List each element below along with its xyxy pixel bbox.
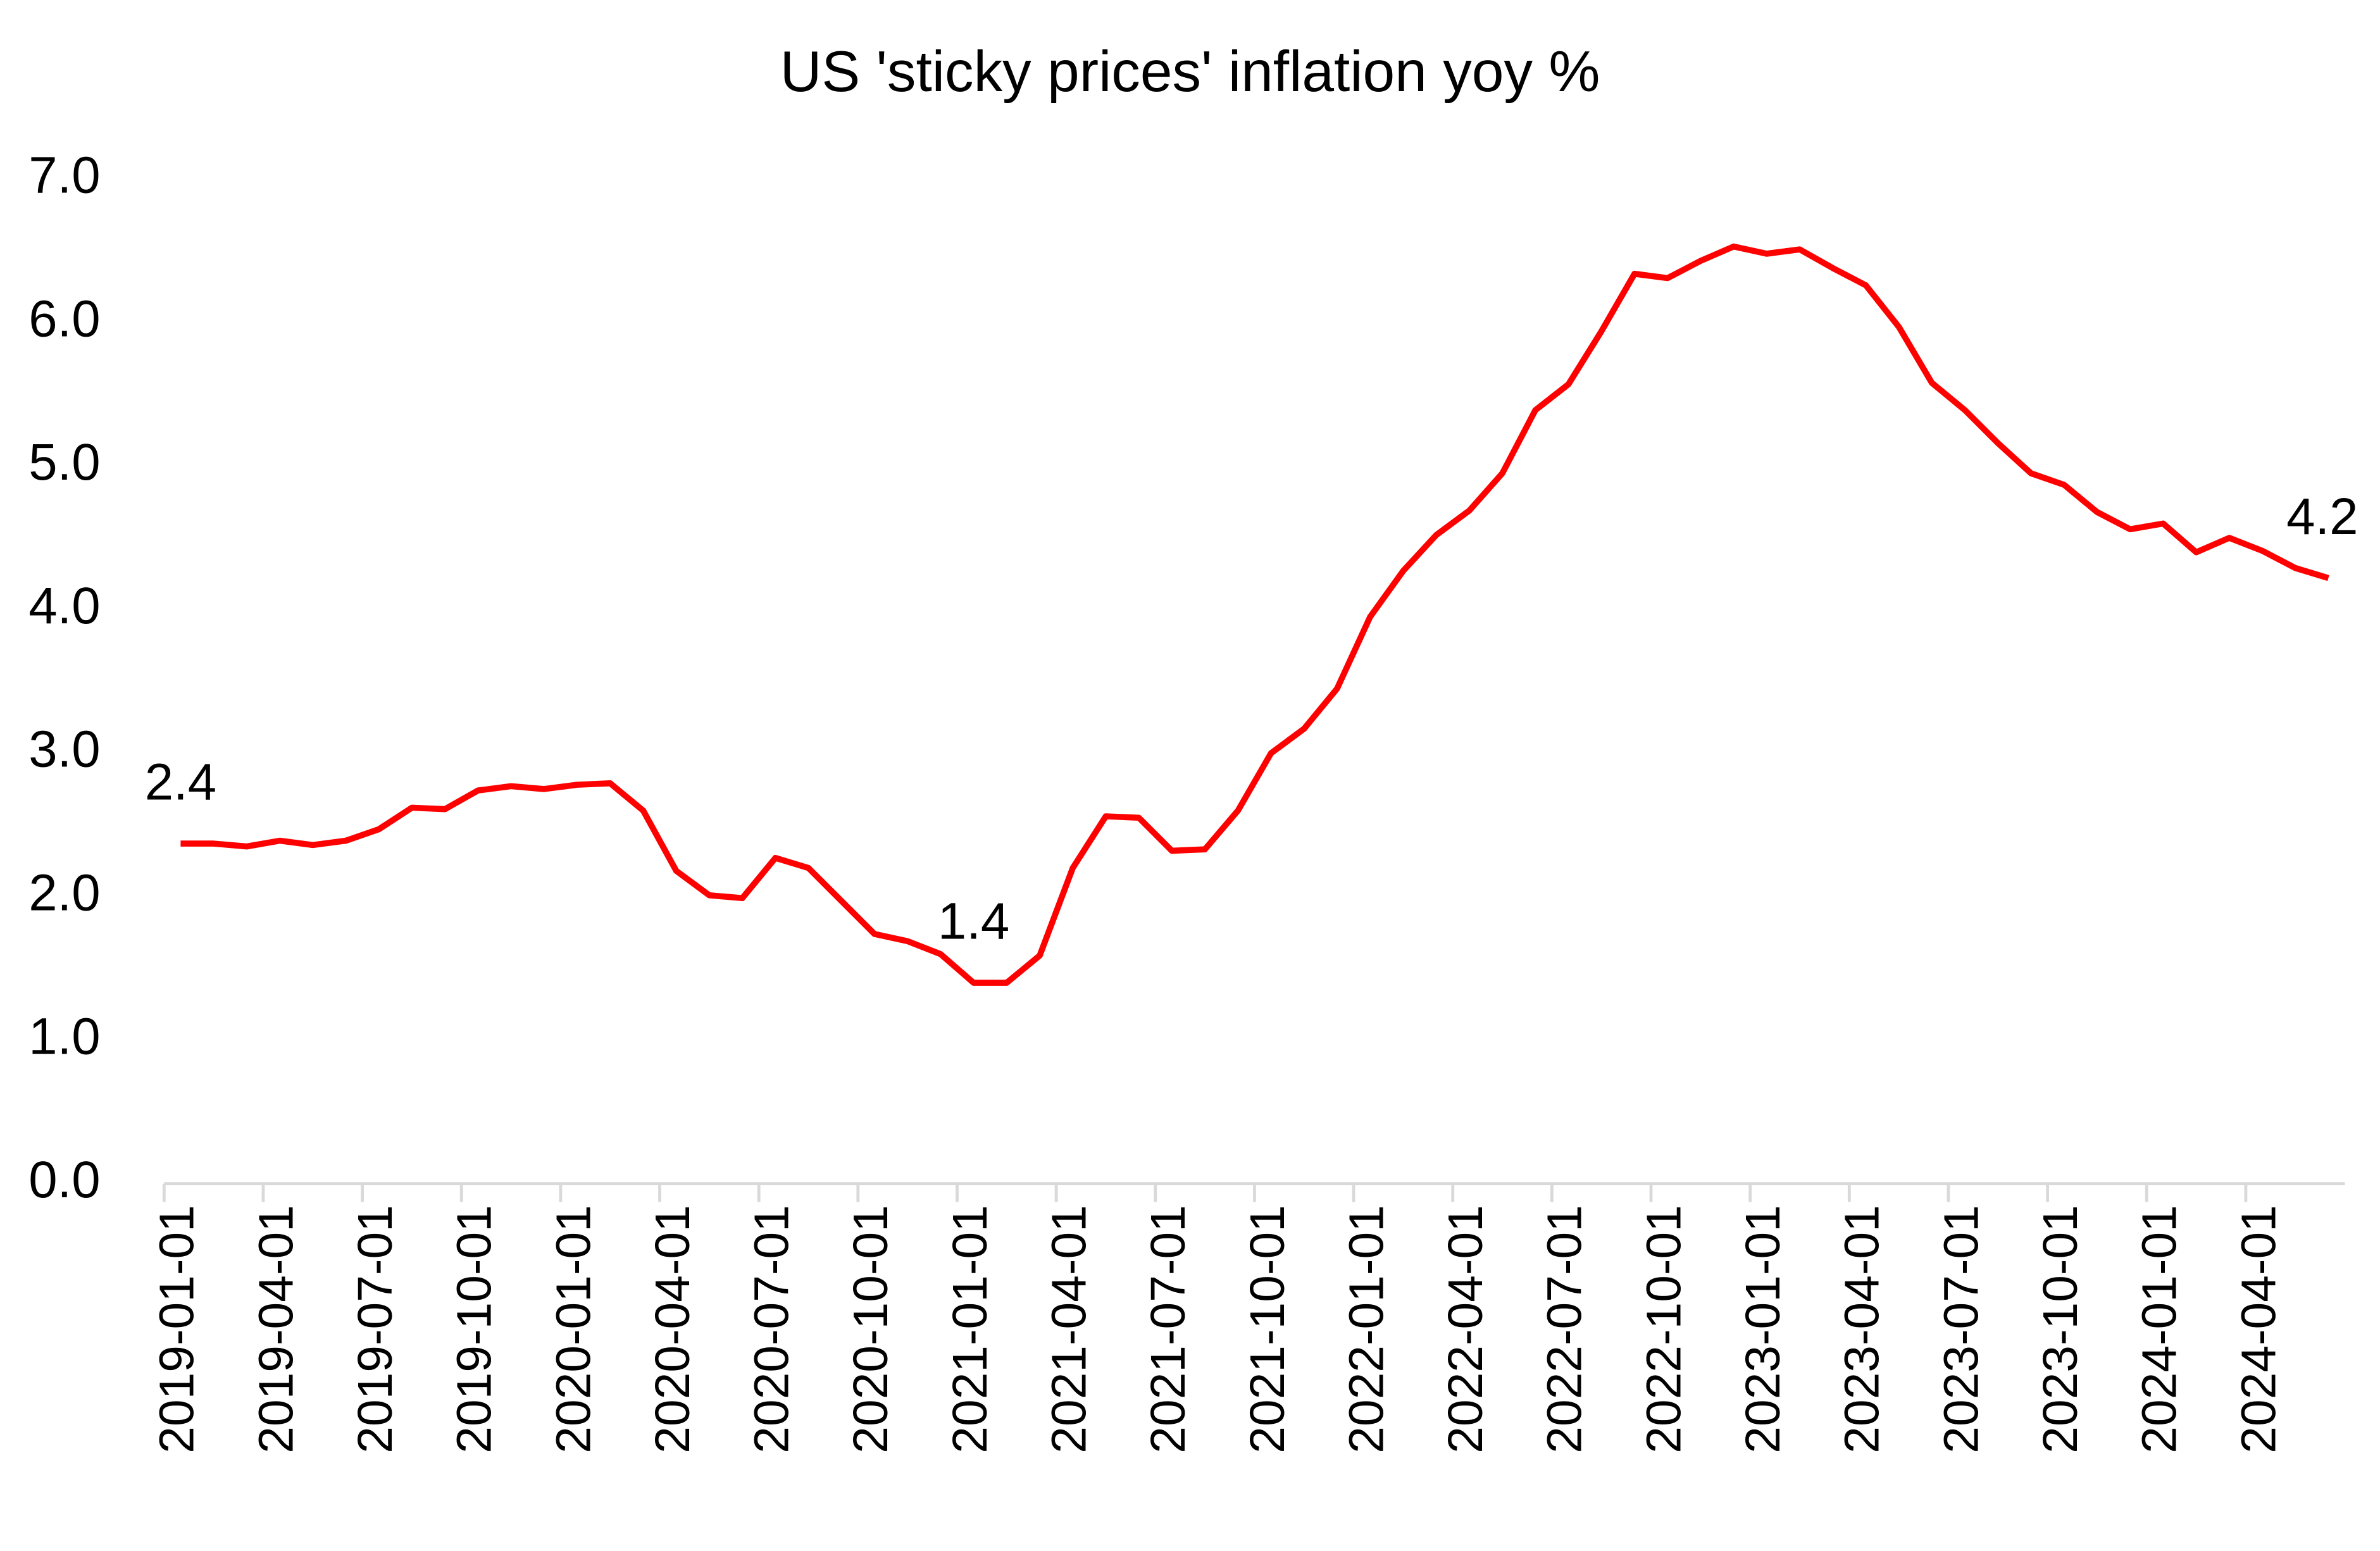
x-tick-label: 2022-07-01 — [1538, 1205, 1592, 1454]
y-tick-label: 6.0 — [28, 290, 100, 347]
x-tick-label: 2022-10-01 — [1637, 1205, 1691, 1454]
y-tick-label: 0.0 — [28, 1151, 100, 1209]
y-tick-label: 4.0 — [28, 577, 100, 635]
line — [180, 243, 2329, 986]
x-tick-label: 2024-01-01 — [2133, 1205, 2187, 1454]
x-tick-label: 2020-01-01 — [547, 1205, 601, 1454]
data-label: 4.2 — [2286, 488, 2358, 545]
x-tick-label: 2023-01-01 — [1736, 1205, 1790, 1454]
x-tick-label: 2019-04-01 — [249, 1205, 303, 1454]
x-tick-label: 2021-04-01 — [1043, 1205, 1097, 1454]
y-tick-label: 2.0 — [28, 864, 100, 922]
x-tick-label: 2024-04-01 — [2232, 1205, 2286, 1454]
y-tick-label: 1.0 — [28, 1007, 100, 1065]
x-tick-label: 2019-01-01 — [151, 1205, 204, 1454]
y-tick-label: 7.0 — [28, 147, 100, 204]
x-tick-label: 2023-10-01 — [2034, 1205, 2088, 1454]
x-tick-label: 2020-10-01 — [844, 1205, 898, 1454]
chart-title: US 'sticky prices' inflation yoy % — [780, 40, 1600, 104]
x-tick-label: 2022-04-01 — [1439, 1205, 1493, 1454]
x-tick-label: 2020-07-01 — [745, 1205, 799, 1454]
x-tick-label: 2020-04-01 — [646, 1205, 700, 1454]
y-tick-label: 5.0 — [28, 433, 100, 491]
x-tick-label: 2021-01-01 — [944, 1205, 997, 1454]
y-tick-label: 3.0 — [28, 721, 100, 778]
x-tick-label: 2022-01-01 — [1340, 1205, 1393, 1454]
x-tick-label: 2023-04-01 — [1836, 1205, 1890, 1454]
x-tick-label: 2019-07-01 — [349, 1205, 402, 1454]
data-label: 2.4 — [145, 754, 216, 811]
data-label: 1.4 — [938, 893, 1009, 950]
x-tick-label: 2023-07-01 — [1935, 1205, 1988, 1454]
x-tick-label: 2021-10-01 — [1241, 1205, 1295, 1454]
x-tick-label: 2021-07-01 — [1142, 1205, 1195, 1454]
x-tick-label: 2019-10-01 — [448, 1205, 502, 1454]
